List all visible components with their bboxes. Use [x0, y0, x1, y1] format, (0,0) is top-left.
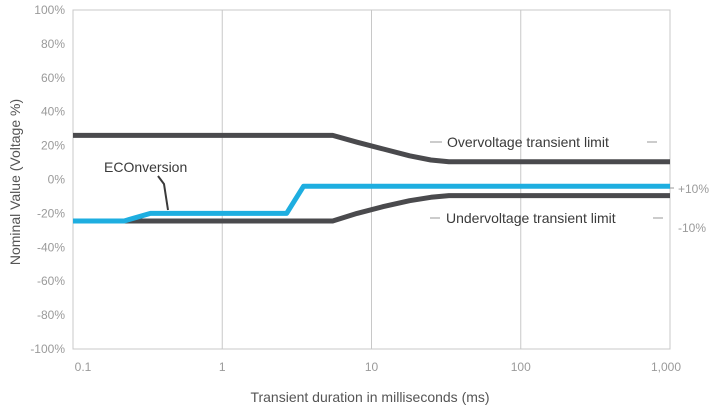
y-tick-label: -60% — [37, 274, 65, 288]
y-tick-label: -100% — [30, 342, 65, 356]
y-axis-ticks: 100% 80% 60% 40% 20% 0% -20% -40% -60% -80% -100% — [30, 3, 65, 356]
x-tick-label: 1,000 — [651, 360, 681, 374]
x-axis-title: Transient duration in milliseconds (ms) — [250, 389, 489, 405]
x-tick-label: 100 — [511, 360, 531, 374]
annotation-econversion: ECOnversion — [104, 159, 187, 175]
series-overvoltage-transient-limit — [73, 132, 670, 165]
y-tick-label: 0% — [48, 173, 66, 187]
annotation-undervoltage: Undervoltage transient limit — [446, 210, 616, 226]
annotation-overvoltage: Overvoltage transient limit — [447, 134, 609, 150]
y-tick-label: -40% — [37, 240, 65, 254]
annotation-leaders — [157, 141, 674, 219]
label-plus-10: +10% — [678, 182, 709, 196]
grid — [72, 9, 671, 350]
series-lines — [73, 132, 670, 224]
x-tick-label: 10 — [365, 360, 379, 374]
leader-econversion — [157, 175, 169, 211]
label-minus-10: -10% — [678, 221, 706, 235]
x-tick-label: 1 — [219, 360, 226, 374]
x-axis-ticks: 0.1 1 10 100 1,000 — [75, 360, 682, 374]
y-tick-label: -80% — [37, 308, 65, 322]
y-axis-title: Nominal Value (Voltage %) — [7, 99, 23, 265]
y-tick-label: 100% — [34, 3, 65, 17]
y-tick-label: 20% — [41, 139, 65, 153]
y-tick-label: 60% — [41, 71, 65, 85]
series-undervoltage-transient-limit — [73, 193, 670, 224]
y-tick-label: -20% — [37, 206, 65, 220]
y-tick-label: 40% — [41, 105, 65, 119]
series-econversion — [73, 183, 670, 224]
y-tick-label: 80% — [41, 37, 65, 51]
x-tick-label: 0.1 — [75, 360, 92, 374]
